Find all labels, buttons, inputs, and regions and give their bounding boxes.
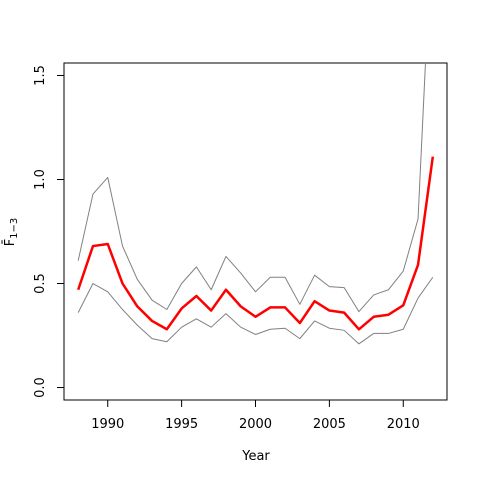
series-line (77, 276, 434, 345)
y-tick-label: 1.5 (33, 65, 48, 86)
x-tick-label: 1995 (165, 417, 198, 432)
y-tick-label: 0.0 (33, 377, 48, 398)
plot-frame (63, 62, 448, 401)
x-tick-label: 2010 (387, 417, 420, 432)
y-axis-label-subscript: 1−3 (9, 218, 20, 239)
x-tick-label: 2005 (313, 417, 346, 432)
x-tick-label: 1990 (91, 417, 124, 432)
y-axis-label-main: F̄1−3 (3, 218, 20, 247)
plot-area (77, 63, 435, 345)
y-axis-label: F̄1−3 (3, 218, 20, 247)
x-axis-label: Year (241, 449, 270, 464)
series-line (77, 63, 426, 313)
series-line (77, 156, 435, 331)
y-tick-label: 1.0 (33, 169, 48, 190)
y-axis-label-symbol: F̄ (3, 239, 18, 246)
x-tick-label: 2000 (239, 417, 272, 432)
y-tick-label: 0.5 (33, 273, 48, 294)
